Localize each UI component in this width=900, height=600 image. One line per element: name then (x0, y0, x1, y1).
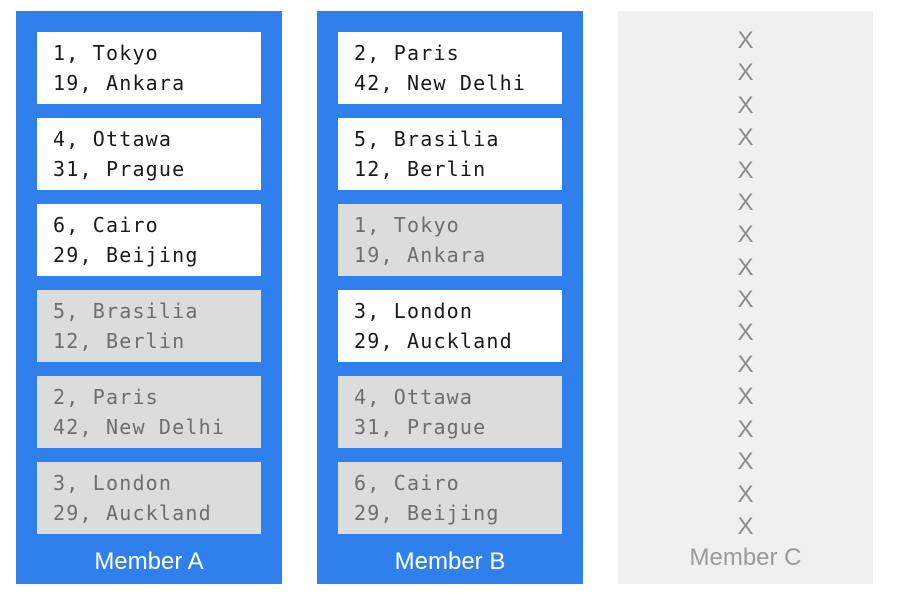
tablet-entry: 5, Brasilia (53, 299, 199, 323)
tablet-entry: 6, Cairo (354, 471, 460, 495)
tablet-entry: 12, Berlin (53, 329, 186, 353)
tablet-entry: 5, Brasilia (354, 127, 500, 151)
member-a-label: Member A (94, 548, 204, 575)
x-mark-icon: X (737, 351, 754, 379)
tablet-entry: 31, Prague (354, 415, 487, 439)
member-b-column: 2, Paris 42, New Delhi 5, Brasilia 12, B… (317, 11, 583, 584)
tablet-entry: 4, Ottawa (53, 127, 173, 151)
x-mark-icon: X (737, 124, 754, 152)
tablet-entry: 29, Auckland (354, 329, 513, 353)
tablet-card-replica: 3, London 29, Auckland (37, 462, 261, 534)
tablet-card-replica: 2, Paris 42, New Delhi (37, 376, 261, 448)
tablet-entry: 1, Tokyo (53, 41, 159, 65)
tablet-entry: 19, Ankara (354, 243, 487, 267)
x-mark-icon: X (737, 513, 754, 541)
x-mark-icon: X (737, 480, 754, 508)
failure-x-marks: X X X X X X X X X X X X X X X X (737, 25, 753, 544)
tablet-card: 5, Brasilia 12, Berlin (338, 118, 562, 190)
tablet-card-replica: 6, Cairo 29, Beijing (338, 462, 562, 534)
tablet-card-replica: 5, Brasilia 12, Berlin (37, 290, 261, 362)
tablet-entry: 42, New Delhi (354, 71, 527, 95)
x-mark-icon: X (737, 448, 754, 476)
tablet-entry: 31, Prague (53, 157, 186, 181)
tablet-entry: 4, Ottawa (354, 385, 474, 409)
x-mark-icon: X (737, 253, 754, 281)
x-mark-icon: X (737, 91, 754, 119)
member-c-column-failed: X X X X X X X X X X X X X X X X Member C (618, 11, 873, 584)
tablet-card: 3, London 29, Auckland (338, 290, 562, 362)
tablet-entry: 29, Auckland (53, 501, 212, 525)
member-c-label: Member C (689, 543, 802, 571)
x-mark-icon: X (737, 383, 754, 411)
tablet-entry: 6, Cairo (53, 213, 159, 237)
tablet-card: 4, Ottawa 31, Prague (37, 118, 261, 190)
x-mark-icon: X (737, 27, 754, 54)
tablet-card-replica: 4, Ottawa 31, Prague (338, 376, 562, 448)
tablet-entry: 29, Beijing (53, 243, 199, 267)
tablet-entry: 3, London (53, 471, 173, 495)
x-mark-icon: X (737, 189, 754, 217)
x-mark-icon: X (737, 415, 754, 443)
tablet-entry: 19, Ankara (53, 71, 186, 95)
tablet-entry: 12, Berlin (354, 157, 487, 181)
tablet-card: 2, Paris 42, New Delhi (338, 32, 562, 104)
tablet-entry: 29, Beijing (354, 501, 500, 525)
x-mark-icon: X (737, 318, 754, 346)
tablet-entry: 2, Paris (53, 385, 159, 409)
tablet-card-replica: 1, Tokyo 19, Ankara (338, 204, 562, 276)
x-mark-icon: X (737, 286, 754, 314)
tablet-entry: 3, London (354, 299, 474, 323)
x-mark-icon: X (737, 156, 754, 184)
tablet-entry: 42, New Delhi (53, 415, 226, 439)
tablet-entry: 2, Paris (354, 41, 460, 65)
tablet-card: 1, Tokyo 19, Ankara (37, 32, 261, 104)
x-mark-icon: X (737, 59, 754, 87)
x-mark-icon: X (737, 221, 754, 249)
member-a-column: 1, Tokyo 19, Ankara 4, Ottawa 31, Prague… (16, 11, 282, 584)
tablet-entry: 1, Tokyo (354, 213, 460, 237)
tablet-card: 6, Cairo 29, Beijing (37, 204, 261, 276)
member-b-label: Member B (394, 548, 506, 575)
